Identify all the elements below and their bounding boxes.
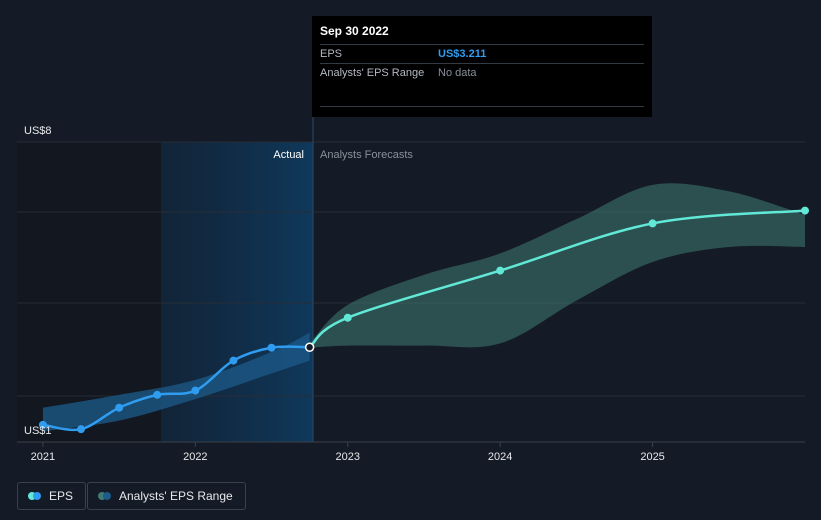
range-bands: [42, 183, 805, 432]
forecast-point[interactable]: [343, 313, 352, 322]
eps-point[interactable]: [38, 420, 47, 429]
tooltip-range-row: Analysts' EPS Range No data: [320, 63, 644, 82]
x-axis-ticks: 2021 2022 2023 2024 2025: [31, 442, 665, 463]
forecast-point[interactable]: [801, 206, 809, 215]
legend-range-label: Analysts' EPS Range: [119, 489, 233, 503]
eps-point[interactable]: [77, 425, 86, 434]
x-tick-label: 2023: [336, 451, 360, 463]
eps-point[interactable]: [191, 386, 200, 395]
tooltip-eps-label: EPS: [320, 48, 343, 60]
analyst-range-band: [309, 183, 805, 348]
tooltip-eps-row: EPS US$3.211: [320, 44, 644, 63]
y-tick-label-min: US$1: [24, 425, 52, 437]
tooltip-date: Sep 30 2022: [320, 24, 389, 38]
tooltip: Sep 30 2022 EPS US$3.211 Analysts' EPS R…: [312, 16, 652, 117]
eps-point[interactable]: [304, 342, 315, 352]
actual-range-band: [42, 332, 310, 432]
x-tick-label: 2022: [183, 451, 207, 463]
eps-legend-icon: [28, 492, 41, 500]
x-tick-label: 2025: [640, 451, 664, 463]
x-tick-label: 2021: [31, 451, 55, 463]
eps-point[interactable]: [153, 390, 162, 399]
forecast-label: Analysts Forecasts: [320, 149, 413, 161]
tooltip-divider: [320, 106, 644, 107]
range-legend-icon: [98, 492, 111, 500]
y-tick-label-max: US$8: [24, 125, 52, 137]
eps-point[interactable]: [267, 343, 276, 352]
legend-range[interactable]: Analysts' EPS Range: [87, 482, 246, 510]
series-points[interactable]: [38, 206, 809, 434]
legend-eps[interactable]: EPS: [17, 482, 87, 510]
eps-point[interactable]: [229, 356, 238, 365]
x-tick-label: 2024: [488, 451, 512, 463]
forecast-point[interactable]: [496, 266, 505, 275]
actual-label: Actual: [273, 149, 304, 161]
tooltip-eps-value: US$3.211: [438, 48, 487, 60]
tooltip-range-value: No data: [438, 67, 477, 79]
tooltip-range-label: Analysts' EPS Range: [320, 67, 425, 79]
legend-eps-label: EPS: [49, 489, 74, 503]
forecast-point[interactable]: [648, 219, 657, 228]
eps-point[interactable]: [115, 403, 124, 412]
